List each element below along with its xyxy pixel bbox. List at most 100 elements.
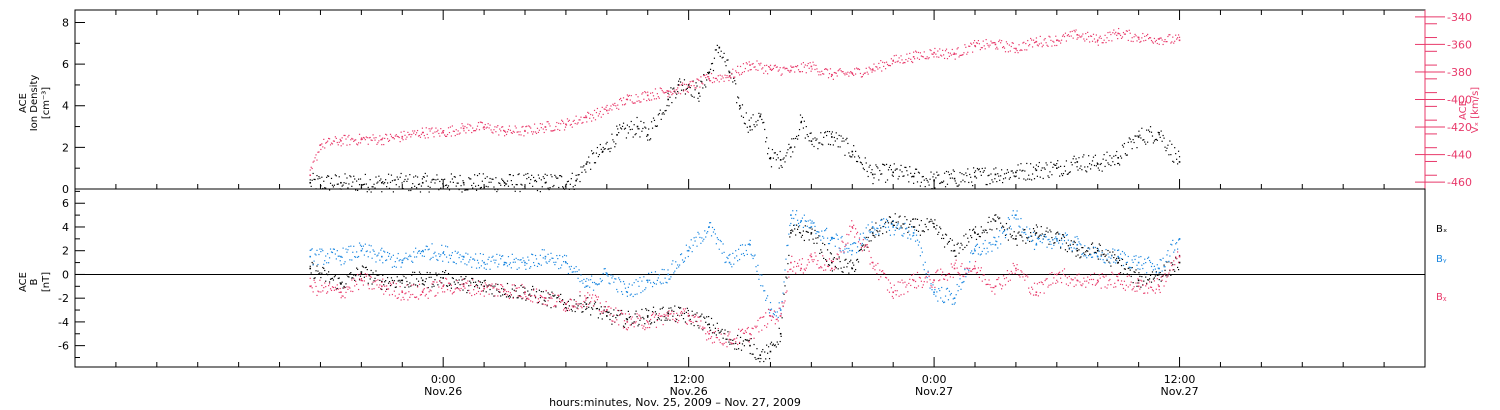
bfield-2-sample	[970, 270, 972, 272]
bfield-0-sample	[642, 316, 644, 319]
vx-sample	[487, 123, 489, 125]
bfield-2-sample	[395, 282, 397, 285]
density-sample	[362, 184, 365, 186]
bfield-1-sample	[1107, 253, 1109, 255]
bfield-1-sample	[327, 262, 330, 264]
bfield-1-sample	[971, 250, 973, 252]
bfield-2-sample	[939, 279, 941, 281]
bfield-1-sample	[1177, 239, 1180, 241]
bfield-1-sample	[787, 244, 789, 246]
density-sample	[746, 126, 748, 128]
bfield-2-sample	[952, 276, 954, 279]
bfield-1-sample	[620, 281, 622, 283]
bfield-2-sample	[501, 284, 503, 286]
vx-sample	[704, 74, 706, 77]
bfield-2-sample	[1168, 272, 1170, 274]
density-sample	[369, 179, 371, 181]
density-sample	[457, 182, 459, 184]
bfield-0-sample	[789, 236, 791, 238]
bfield-1-point	[779, 309, 782, 311]
vx-sample	[926, 56, 928, 58]
density-sample	[440, 187, 442, 189]
bfield-2-sample	[401, 290, 403, 292]
bfield-0-sample	[538, 289, 541, 291]
bfield-0-sample	[913, 226, 916, 228]
density-sample	[852, 154, 854, 156]
density-sample	[862, 167, 864, 169]
bfield-0-sample	[418, 271, 421, 273]
bfield-2-sample	[749, 338, 751, 340]
vx-sample	[422, 131, 424, 134]
vx-sample	[809, 62, 811, 64]
bfield-1-sample	[866, 239, 868, 241]
density-sample	[1091, 160, 1094, 162]
bfield-1-sample	[622, 280, 625, 283]
bfield-2-sample	[893, 284, 895, 286]
density-sample	[547, 187, 549, 189]
bfield-0-sample	[1076, 247, 1078, 250]
density-sample	[837, 146, 839, 148]
bfield-2-sample	[715, 336, 717, 339]
bfield-2-sample	[710, 336, 713, 338]
bfield-1-sample	[322, 250, 324, 252]
vx-sample	[925, 58, 927, 60]
density-sample	[387, 173, 390, 175]
bfield-2-sample	[339, 287, 341, 290]
bfield-0-sample	[1039, 234, 1041, 236]
bfield-0-sample	[874, 236, 876, 238]
bfield-1-sample	[342, 247, 344, 249]
bfield-1-sample	[1158, 271, 1160, 274]
bfield-0-sample	[648, 309, 650, 312]
density-sample	[660, 118, 662, 120]
bfield-2-sample	[1083, 277, 1085, 279]
vx-sample	[369, 136, 371, 139]
density-sample	[1045, 162, 1047, 164]
bfield-1-sample	[941, 286, 943, 289]
vx-sample	[708, 76, 710, 78]
bfield-1-sample	[370, 245, 372, 247]
vx-sample	[339, 138, 341, 141]
density-sample	[727, 59, 729, 61]
bfield-1-sample	[456, 252, 458, 254]
bfield-2-sample	[1114, 282, 1116, 284]
bfield-0-sample	[739, 336, 742, 339]
vx-sample	[984, 48, 986, 50]
vx-sample	[903, 61, 905, 64]
density-sample	[901, 171, 903, 173]
bfield-1-sample	[736, 255, 738, 257]
vx-sample	[388, 139, 391, 141]
density-sample	[794, 146, 796, 148]
bfield-2-sample	[1106, 287, 1108, 289]
bfield-0-sample	[542, 291, 544, 293]
bfield-0-sample	[855, 259, 858, 261]
bfield-2-sample	[1177, 261, 1180, 263]
density-sample	[695, 82, 697, 84]
bfield-0-sample	[387, 282, 390, 284]
bfield-1-sample	[1066, 234, 1068, 236]
bfield-1-sample	[821, 230, 823, 232]
vx-sample	[493, 129, 495, 131]
vx-sample	[1009, 50, 1011, 52]
bfield-2-sample	[698, 316, 700, 318]
bfield-2-sample	[584, 295, 586, 297]
vx-sample	[813, 64, 815, 66]
bfield-0-sample	[833, 257, 835, 259]
bfield-0-sample	[636, 316, 638, 318]
bfield-0-sample	[974, 226, 977, 228]
bfield-1-sample	[553, 261, 555, 263]
bfield-0-sample	[1082, 247, 1084, 249]
vx-sample	[1077, 37, 1079, 39]
density-sample	[647, 139, 649, 141]
vx-sample	[1095, 34, 1097, 36]
bfield-0-sample	[1040, 226, 1042, 228]
density-sample	[656, 125, 658, 127]
bfield-2-sample	[562, 300, 564, 302]
bfield-2-sample	[1046, 278, 1048, 280]
bfield-1-sample	[717, 238, 719, 241]
vx-sample	[406, 136, 408, 138]
vx-sample	[1028, 45, 1030, 47]
bfield-1-sample	[332, 248, 335, 250]
bfield-1-sample	[398, 260, 400, 262]
bfield-1-sample	[514, 261, 516, 263]
density-sample	[762, 122, 764, 124]
